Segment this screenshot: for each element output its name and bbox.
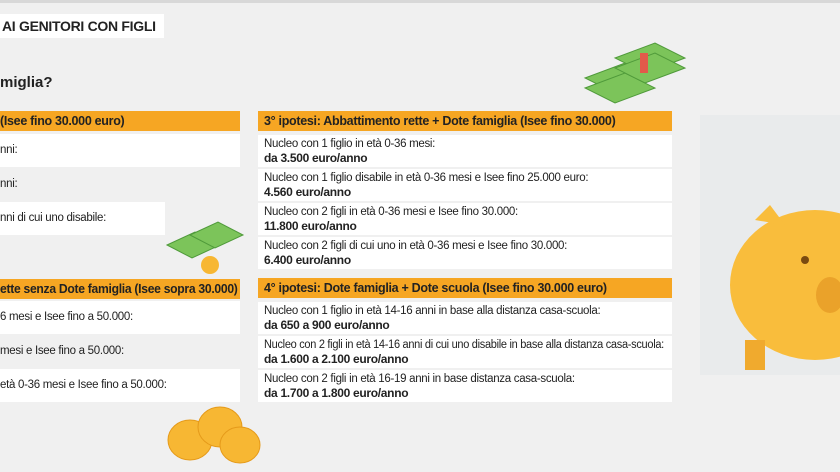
page-title: AI GENITORI CON FIGLI: [0, 14, 164, 38]
row-text: mesi e Isee fino a 50.000:: [0, 345, 124, 357]
section3-row: Nucleo con 1 figlio in età 0-36 mesi: da …: [258, 135, 672, 167]
header-text: 3° ipotesi: Abbattimento rette + Dote fa…: [264, 114, 616, 128]
left-section2-header: ette senza Dote famiglia (Isee sopra 30.…: [0, 279, 240, 299]
row-amount: 4.560 euro/anno: [264, 185, 351, 199]
row-text: 6 mesi e Isee fino a 50.000:: [0, 311, 133, 323]
row-text: nni:: [0, 144, 18, 156]
section3-row: Nucleo con 2 figli in età 0-36 mesi e Is…: [258, 203, 672, 235]
section3-row: Nucleo con 2 figli di cui uno in età 0-3…: [258, 237, 672, 269]
row-text: Nucleo con 1 figlio in età 14-16 anni in…: [264, 305, 601, 317]
header-text: (Isee fino 30.000 euro): [0, 114, 125, 128]
row-amount: 6.400 euro/anno: [264, 253, 351, 267]
left-row: 6 mesi e Isee fino a 50.000:: [0, 301, 240, 334]
row-text: Nucleo con 2 figli in età 16-19 anni in …: [264, 373, 575, 385]
header-text: 4° ipotesi: Dote famiglia + Dote scuola …: [264, 281, 607, 295]
section3-row: Nucleo con 1 figlio disabile in età 0-36…: [258, 169, 672, 201]
section3-header: 3° ipotesi: Abbattimento rette + Dote fa…: [258, 111, 672, 131]
left-section1-header: (Isee fino 30.000 euro): [0, 111, 240, 131]
left-row: mesi e Isee fino a 50.000:: [0, 335, 240, 368]
row-text: Nucleo con 2 figli in età 0-36 mesi e Is…: [264, 206, 518, 218]
header-text: ette senza Dote famiglia (Isee sopra 30.…: [0, 282, 238, 296]
left-row: nni:: [0, 168, 240, 201]
money-stack-icon: [583, 42, 687, 104]
coins-icon: [167, 406, 261, 464]
section-question: miglia?: [0, 74, 53, 91]
row-text: nni:: [0, 178, 18, 190]
section4-row: Nucleo con 1 figlio in età 14-16 anni in…: [258, 302, 672, 334]
section4-row: Nucleo con 2 figli in età 14-16 anni di …: [258, 336, 672, 368]
money-stack-small-icon: [165, 221, 245, 274]
row-text: Nucleo con 1 figlio in età 0-36 mesi:: [264, 138, 436, 150]
left-row: nni di cui uno disabile:: [0, 202, 165, 235]
piggy-bank-icon: [730, 205, 840, 370]
row-text: Nucleo con 2 figli di cui uno in età 0-3…: [264, 240, 568, 252]
row-amount: da 1.600 a 2.100 euro/anno: [264, 352, 409, 366]
left-row: nni:: [0, 134, 240, 167]
row-text: età 0-36 mesi e Isee fino a 50.000:: [0, 379, 167, 391]
row-amount: 11.800 euro/anno: [264, 219, 357, 233]
left-row: età 0-36 mesi e Isee fino a 50.000:: [0, 369, 240, 402]
row-amount: da 3.500 euro/anno: [264, 151, 368, 165]
section4-row: Nucleo con 2 figli in età 16-19 anni in …: [258, 370, 672, 402]
row-amount: da 1.700 a 1.800 euro/anno: [264, 386, 409, 400]
row-text: nni di cui uno disabile:: [0, 212, 106, 224]
top-border: [0, 0, 840, 3]
section4-header: 4° ipotesi: Dote famiglia + Dote scuola …: [258, 278, 672, 298]
row-text: Nucleo con 2 figli in età 14-16 anni di …: [264, 339, 664, 351]
row-amount: da 650 a 900 euro/anno: [264, 318, 390, 332]
row-text: Nucleo con 1 figlio disabile in età 0-36…: [264, 172, 589, 184]
